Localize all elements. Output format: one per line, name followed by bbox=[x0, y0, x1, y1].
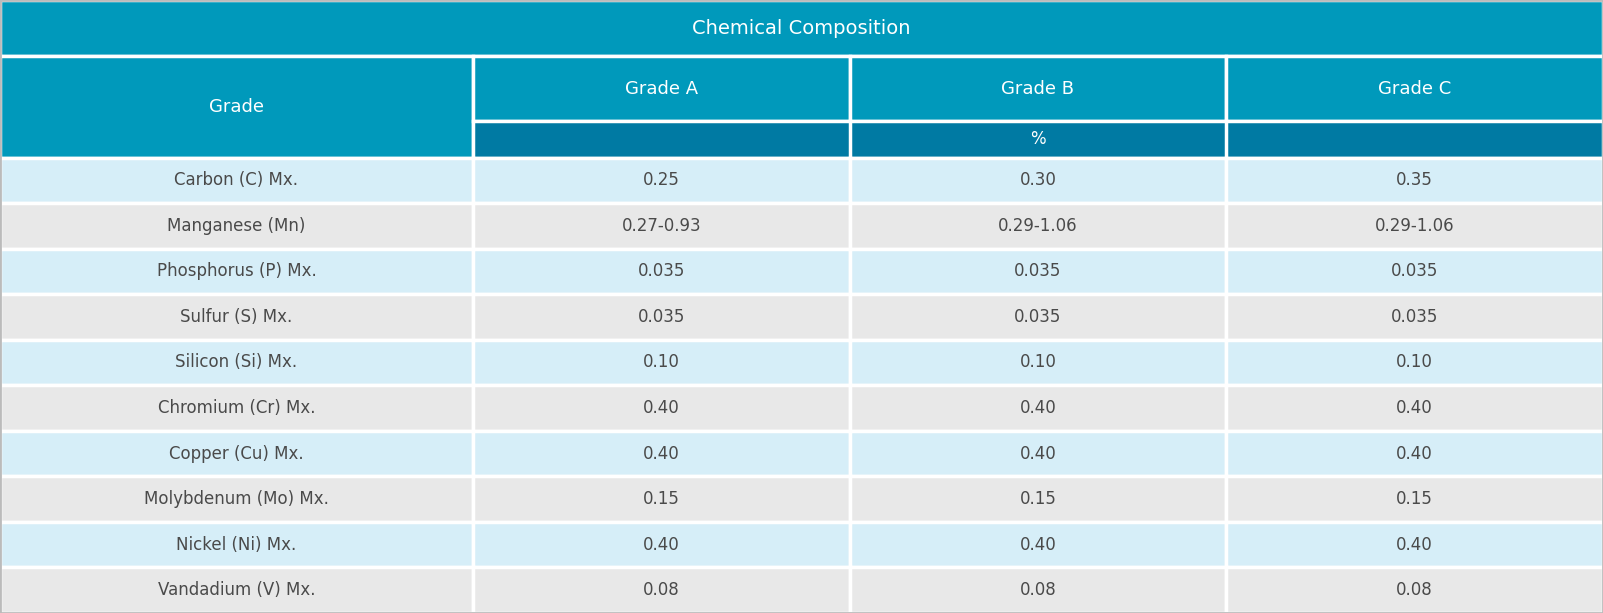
Text: 0.40: 0.40 bbox=[1396, 536, 1433, 554]
Bar bbox=[850, 568, 1226, 613]
Text: Sulfur (S) Mx.: Sulfur (S) Mx. bbox=[180, 308, 293, 326]
Text: 0.29-1.06: 0.29-1.06 bbox=[999, 217, 1077, 235]
Text: 0.30: 0.30 bbox=[1020, 171, 1056, 189]
Bar bbox=[0, 158, 473, 203]
Bar bbox=[473, 568, 850, 613]
Bar bbox=[473, 476, 850, 522]
Text: Grade C: Grade C bbox=[1379, 80, 1451, 97]
Bar bbox=[850, 158, 1226, 203]
Bar bbox=[473, 249, 850, 294]
Text: 0.25: 0.25 bbox=[643, 171, 680, 189]
Bar bbox=[473, 340, 850, 386]
Text: 0.40: 0.40 bbox=[1020, 444, 1056, 463]
Text: 0.35: 0.35 bbox=[1396, 171, 1433, 189]
Bar bbox=[850, 249, 1226, 294]
Text: 0.08: 0.08 bbox=[1396, 581, 1433, 600]
Bar bbox=[1226, 386, 1603, 431]
Bar bbox=[1226, 249, 1603, 294]
Bar bbox=[473, 294, 850, 340]
Bar bbox=[850, 476, 1226, 522]
Text: Copper (Cu) Mx.: Copper (Cu) Mx. bbox=[170, 444, 303, 463]
Bar bbox=[1226, 431, 1603, 476]
Bar bbox=[0, 0, 1603, 56]
Text: Vandadium (V) Mx.: Vandadium (V) Mx. bbox=[157, 581, 316, 600]
Text: 0.40: 0.40 bbox=[1396, 399, 1433, 417]
Text: 0.15: 0.15 bbox=[1396, 490, 1433, 508]
Text: 0.035: 0.035 bbox=[638, 308, 684, 326]
Bar bbox=[1226, 56, 1603, 121]
Text: 0.035: 0.035 bbox=[1391, 262, 1438, 280]
Bar bbox=[0, 203, 473, 249]
Text: Grade: Grade bbox=[208, 98, 264, 116]
Text: %: % bbox=[1031, 130, 1045, 148]
Text: 0.40: 0.40 bbox=[1396, 444, 1433, 463]
Text: Silicon (Si) Mx.: Silicon (Si) Mx. bbox=[175, 354, 298, 371]
Bar bbox=[473, 431, 850, 476]
Bar bbox=[1226, 340, 1603, 386]
Text: 0.40: 0.40 bbox=[643, 536, 680, 554]
Bar bbox=[850, 431, 1226, 476]
Bar bbox=[0, 249, 473, 294]
Text: 0.08: 0.08 bbox=[643, 581, 680, 600]
Bar bbox=[473, 203, 850, 249]
Text: 0.035: 0.035 bbox=[1391, 308, 1438, 326]
Bar bbox=[0, 56, 473, 158]
Bar bbox=[473, 121, 1603, 158]
Text: Nickel (Ni) Mx.: Nickel (Ni) Mx. bbox=[176, 536, 297, 554]
Text: 0.035: 0.035 bbox=[1015, 308, 1061, 326]
Bar bbox=[0, 340, 473, 386]
Text: 0.15: 0.15 bbox=[1020, 490, 1056, 508]
Bar bbox=[1226, 294, 1603, 340]
Text: 0.08: 0.08 bbox=[1020, 581, 1056, 600]
Text: Carbon (C) Mx.: Carbon (C) Mx. bbox=[175, 171, 298, 189]
Text: Phosphorus (P) Mx.: Phosphorus (P) Mx. bbox=[157, 262, 316, 280]
Bar bbox=[473, 56, 850, 121]
Text: 0.035: 0.035 bbox=[1015, 262, 1061, 280]
Bar bbox=[1226, 522, 1603, 568]
Bar bbox=[0, 476, 473, 522]
Text: 0.40: 0.40 bbox=[1020, 399, 1056, 417]
Bar bbox=[0, 294, 473, 340]
Bar bbox=[1226, 203, 1603, 249]
Text: Chromium (Cr) Mx.: Chromium (Cr) Mx. bbox=[157, 399, 316, 417]
Bar bbox=[0, 522, 473, 568]
Text: Molybdenum (Mo) Mx.: Molybdenum (Mo) Mx. bbox=[144, 490, 329, 508]
Bar bbox=[850, 294, 1226, 340]
Text: 0.40: 0.40 bbox=[1020, 536, 1056, 554]
Text: 0.035: 0.035 bbox=[638, 262, 684, 280]
Text: 0.10: 0.10 bbox=[1396, 354, 1433, 371]
Text: 0.40: 0.40 bbox=[643, 444, 680, 463]
Bar bbox=[1226, 568, 1603, 613]
Bar bbox=[0, 431, 473, 476]
Bar bbox=[0, 386, 473, 431]
Bar bbox=[473, 522, 850, 568]
Text: Grade B: Grade B bbox=[1002, 80, 1074, 97]
Bar bbox=[1226, 476, 1603, 522]
Text: 0.10: 0.10 bbox=[1020, 354, 1056, 371]
Text: 0.10: 0.10 bbox=[643, 354, 680, 371]
Bar bbox=[850, 522, 1226, 568]
Bar bbox=[850, 56, 1226, 121]
Text: 0.15: 0.15 bbox=[643, 490, 680, 508]
Text: 0.27-0.93: 0.27-0.93 bbox=[622, 217, 701, 235]
Text: 0.40: 0.40 bbox=[643, 399, 680, 417]
Text: Grade A: Grade A bbox=[625, 80, 697, 97]
Bar bbox=[473, 158, 850, 203]
Bar bbox=[850, 340, 1226, 386]
Bar bbox=[1226, 158, 1603, 203]
Text: 0.29-1.06: 0.29-1.06 bbox=[1375, 217, 1454, 235]
Bar bbox=[0, 568, 473, 613]
Bar bbox=[473, 386, 850, 431]
Bar bbox=[850, 386, 1226, 431]
Bar bbox=[850, 203, 1226, 249]
Text: Chemical Composition: Chemical Composition bbox=[692, 19, 911, 37]
Text: Manganese (Mn): Manganese (Mn) bbox=[167, 217, 306, 235]
